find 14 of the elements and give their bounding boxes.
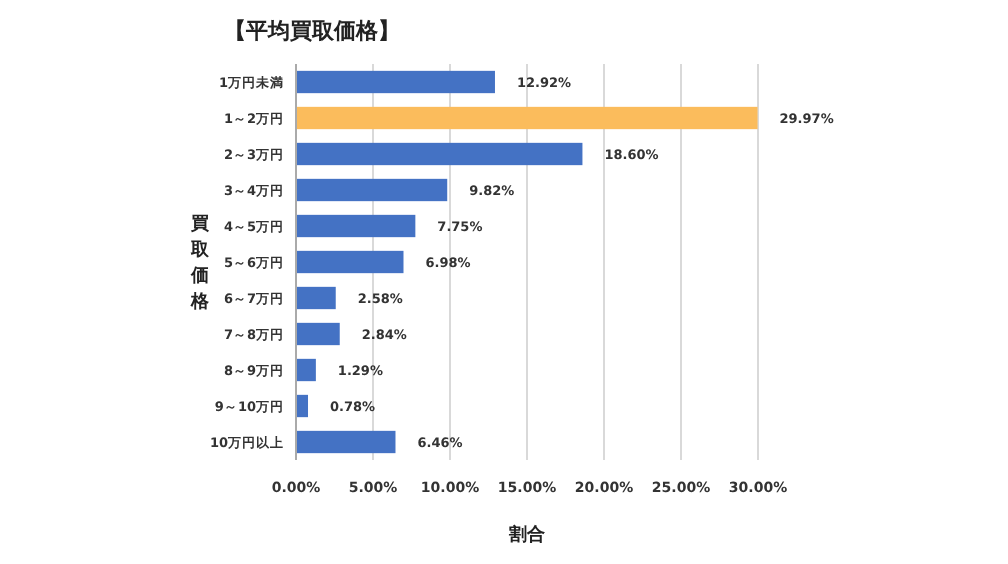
y-axis-title: 買取価格 [189,213,211,313]
bar [296,70,495,94]
bar [296,286,336,310]
bar [296,178,448,202]
bar [296,430,396,454]
x-axis-title: 割合 [507,524,547,546]
bar [296,142,583,166]
chart-title: 【平均買取価格】 [224,18,400,44]
bar [296,214,416,238]
bar [296,358,316,382]
bar [296,106,758,130]
bar [296,250,404,274]
bar [296,322,340,346]
bar [296,394,309,418]
